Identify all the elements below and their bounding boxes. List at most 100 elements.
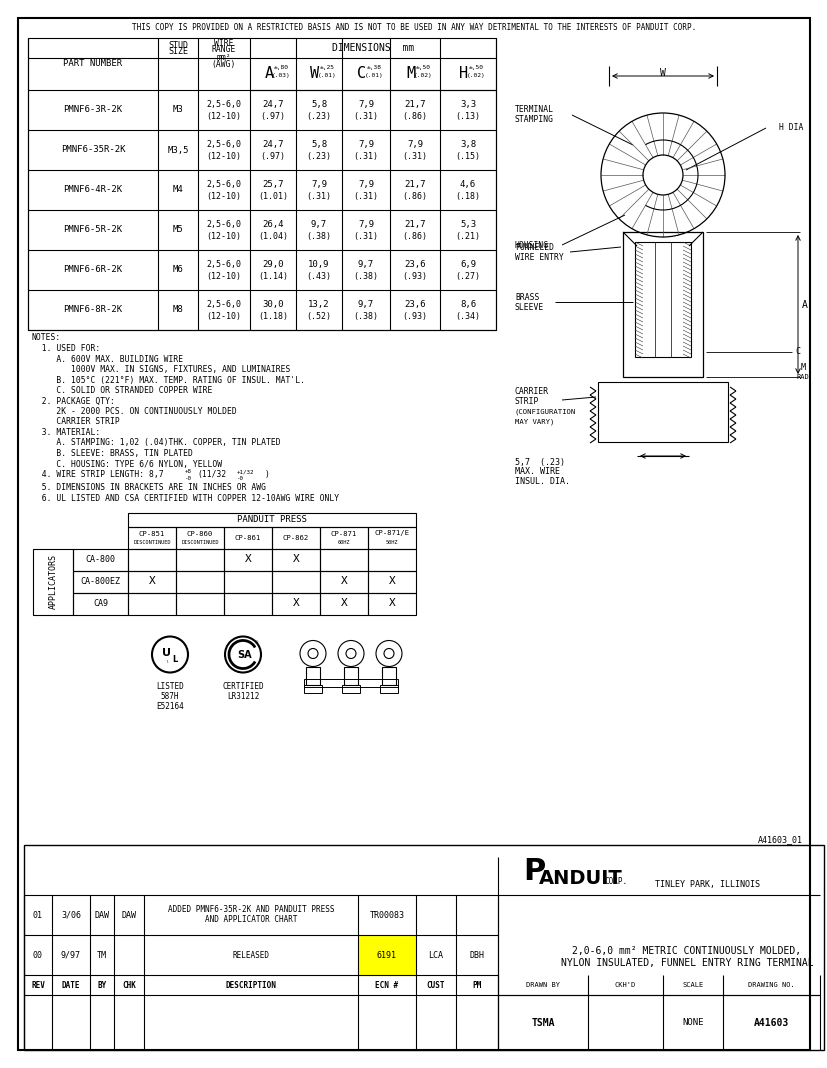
Text: CP-871: CP-871 [331,531,356,536]
Text: SCALE: SCALE [681,981,703,988]
Bar [319,593,367,614]
Text: C: C [357,66,366,81]
Text: ±,38: ±,38 [366,64,381,69]
Text: 2,0-6,0 mm² METRIC CONTINUOUSLY MOLDED,: 2,0-6,0 mm² METRIC CONTINUOUSLY MOLDED, [571,946,801,956]
Text: DAW: DAW [122,911,136,920]
Text: SLEEVE: SLEEVE [514,302,543,312]
Bar [357,934,415,975]
Text: (11/32: (11/32 [197,470,226,480]
Text: STUD: STUD [168,41,188,49]
Text: (.38): (.38) [306,233,331,241]
Text: CP-862: CP-862 [283,534,308,540]
Text: CUST: CUST [426,980,445,989]
Text: CP-860: CP-860 [187,531,213,536]
Text: X: X [244,554,251,565]
Text: M6: M6 [172,266,183,274]
Text: (.38): (.38) [353,313,378,321]
Text: A: A [264,66,273,81]
Text: LR31212: LR31212 [227,692,259,701]
Text: (.31): (.31) [353,233,378,241]
Text: (12-10): (12-10) [206,312,241,320]
Text: (12-10): (12-10) [206,152,241,160]
Text: (.97): (.97) [261,112,285,122]
Text: 9,7: 9,7 [357,261,374,269]
Text: DATE: DATE [62,980,80,989]
Text: 7,9: 7,9 [357,141,374,150]
Text: 24,7: 24,7 [262,100,284,110]
Text: 23,6: 23,6 [404,300,425,310]
Bar [304,685,322,692]
Text: (1.14): (1.14) [258,272,288,282]
Text: mm²: mm² [217,52,231,62]
Text: CA-800: CA-800 [85,555,115,564]
Text: PMNF6-3R-2K: PMNF6-3R-2K [64,106,122,114]
Bar [128,513,415,527]
Text: ±,25: ±,25 [319,64,334,69]
Bar [342,685,360,692]
Text: (.86): (.86) [402,112,427,122]
Text: M5: M5 [172,225,183,235]
Text: 01: 01 [33,911,43,920]
Text: PM: PM [472,980,481,989]
Text: MAY VARY): MAY VARY) [514,419,554,425]
Text: (.03): (.03) [271,74,290,79]
Text: (.31): (.31) [353,153,378,161]
Bar [597,382,727,442]
Text: (.86): (.86) [402,233,427,241]
Text: SIZE: SIZE [168,47,188,57]
Text: 21,7: 21,7 [404,100,425,110]
Text: (.13): (.13) [455,112,480,122]
Text: 25,7: 25,7 [262,180,284,189]
Text: HOUSING: HOUSING [514,240,548,250]
Text: NOTES:: NOTES: [32,333,61,343]
Text: ±,80: ±,80 [273,64,288,69]
Text: U: U [162,647,171,658]
Text: 2K - 2000 PCS. ON CONTINUOUSLY MOLDED: 2K - 2000 PCS. ON CONTINUOUSLY MOLDED [32,407,237,417]
Text: STAMPING: STAMPING [514,115,553,125]
Text: 3/06: 3/06 [61,911,81,920]
Text: 3,3: 3,3 [459,100,476,110]
Text: 2,5-6,0: 2,5-6,0 [206,300,241,310]
Text: BRASS: BRASS [514,293,538,301]
Text: 6,9: 6,9 [459,261,476,269]
Text: 5,8: 5,8 [311,100,327,110]
Text: 50HZ: 50HZ [385,540,398,545]
Text: (CONFIGURATION: (CONFIGURATION [514,409,576,415]
Text: ADDED PMNF6-35R-2K AND PANDUIT PRESS: ADDED PMNF6-35R-2K AND PANDUIT PRESS [168,906,334,914]
Bar [73,549,128,570]
Bar [367,593,415,614]
Text: RAD: RAD [796,374,809,380]
Text: M3: M3 [172,106,183,114]
Text: L: L [172,655,178,664]
Bar [28,38,495,330]
Text: (.31): (.31) [353,112,378,122]
Bar [367,570,415,593]
Bar [272,593,319,614]
Text: P: P [523,858,545,886]
Text: 5,7  (.23): 5,7 (.23) [514,457,564,467]
Bar [176,549,224,570]
Text: 2,5-6,0: 2,5-6,0 [206,100,241,110]
Bar [367,549,415,570]
Text: X: X [388,598,395,609]
Text: RANGE: RANGE [212,46,236,54]
Text: (AWG): (AWG) [212,60,236,68]
Text: PMNF6-5R-2K: PMNF6-5R-2K [64,225,122,235]
Text: ECN #: ECN # [375,980,398,989]
Text: ): ) [265,470,270,480]
Text: A41603_01: A41603_01 [757,835,802,845]
Text: C: C [795,347,800,357]
Bar [367,527,415,549]
Text: 9,7: 9,7 [357,300,374,310]
Text: (.02): (.02) [414,74,432,79]
Bar [272,549,319,570]
Text: 10,9: 10,9 [308,261,329,269]
Text: 5,3: 5,3 [459,220,476,230]
Text: 6191: 6191 [376,951,396,959]
Text: (.34): (.34) [455,313,480,321]
Text: ₗ: ₗ [165,659,169,664]
Bar [176,593,224,614]
Text: PART NUMBER: PART NUMBER [64,60,122,68]
Text: AND APPLICATOR CHART: AND APPLICATOR CHART [204,915,297,925]
Bar [128,570,176,593]
